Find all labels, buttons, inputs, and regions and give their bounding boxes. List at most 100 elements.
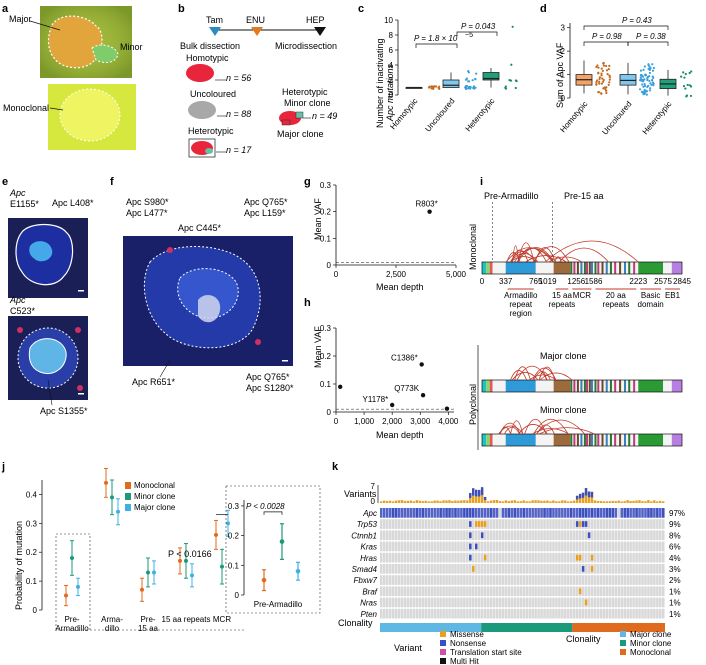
domain-label: 15 aa [552, 291, 573, 300]
hist-bar [501, 501, 505, 503]
mutation-mark [483, 554, 487, 561]
data-point [690, 70, 693, 73]
oncoprint-cell [477, 564, 481, 574]
hist-bar [549, 501, 552, 503]
oncoprint-cell [623, 530, 626, 541]
mutation-mark [469, 543, 472, 550]
oncoprint-cell [584, 608, 588, 619]
repeat-mark [597, 262, 600, 274]
oncoprint-cell [629, 519, 632, 529]
hist-bar-part [584, 487, 588, 496]
oncoprint-cell [638, 564, 641, 574]
oncoprint-cell [564, 608, 567, 619]
oncoprint-cell [561, 608, 564, 619]
clonality-type-label: Major clone [630, 630, 672, 639]
hist-bar [442, 500, 445, 503]
oncoprint-cell [457, 530, 460, 541]
oncoprint-cell [510, 530, 514, 541]
oncoprint-cell [436, 586, 439, 597]
data-point [70, 556, 74, 560]
oncoprint-cell [570, 530, 573, 541]
oncoprint-cell [475, 597, 478, 608]
oncoprint-cell [605, 530, 609, 541]
hist-bar [519, 501, 522, 503]
oncoprint-cell [653, 597, 656, 608]
oncoprint-cell [617, 586, 621, 597]
oncoprint-cell [475, 552, 478, 563]
oncoprint-cell [647, 541, 650, 552]
mutation-mark [418, 508, 422, 518]
mutation-mark [596, 508, 600, 518]
repeat-mark [588, 262, 591, 274]
oncoprint-cell [584, 541, 588, 552]
mutation-arc [532, 428, 569, 435]
oncoprint-cell [394, 586, 398, 597]
oncoprint-cell [647, 586, 650, 597]
oncoprint-cell [644, 564, 647, 574]
oncoprint-cell [662, 575, 665, 585]
oncoprint-cell [549, 519, 552, 529]
oncoprint-cell [430, 552, 433, 563]
oncoprint-cell [599, 608, 603, 619]
panel-f-letter: f [110, 176, 114, 188]
oncoprint-cell [388, 552, 392, 563]
oncoprint-cell [638, 586, 641, 597]
oncoprint-cell [498, 508, 502, 518]
oncoprint-cell [498, 575, 502, 585]
oncoprint-cell [483, 575, 487, 585]
data-point [648, 68, 651, 72]
data-point [595, 81, 598, 84]
variant-type-label: Multi Hit [450, 657, 480, 665]
mutation-mark [543, 508, 546, 518]
oncoprint-cell [483, 597, 487, 608]
oncoprint-cell [561, 575, 564, 585]
oncoprint-cell [543, 575, 546, 585]
oncoprint-cell [400, 597, 404, 608]
repeat-mark [624, 434, 627, 446]
data-point [648, 74, 651, 78]
panel-c-ylabel-1: Number of inactivating [375, 38, 385, 128]
oncoprint-cell [587, 564, 591, 574]
data-point [389, 402, 395, 408]
oncoprint-cell [388, 564, 392, 574]
oncoprint-cell [394, 575, 398, 585]
minor-region [91, 44, 119, 63]
oncoprint-cell [475, 564, 478, 574]
oncoprint-cell [531, 564, 534, 574]
oncoprint-cell [596, 586, 600, 597]
panel-f-l7: Apc Q765* [246, 372, 290, 382]
uncoloured-label: Uncoloured [190, 89, 236, 99]
oncoprint-cell [507, 608, 511, 619]
data-point [648, 71, 652, 75]
data-point [689, 94, 693, 98]
data-point [688, 71, 691, 75]
mutation-arc [545, 240, 639, 263]
oncoprint-cell [463, 519, 466, 529]
oncoprint-cell [534, 597, 537, 608]
oncoprint-cell [516, 564, 520, 574]
position-label: 2845 [673, 277, 691, 286]
oncoprint-cell [475, 530, 478, 541]
oncoprint-cell [472, 519, 475, 529]
oncoprint-cell [480, 608, 484, 619]
inset-data-point [295, 568, 301, 574]
mutation-mark [537, 508, 540, 518]
oncoprint-cell [575, 530, 579, 541]
oncoprint-cell [540, 586, 543, 597]
oncoprint-cell [513, 597, 517, 608]
oncoprint-cell [528, 541, 531, 552]
oncoprint-cell [659, 597, 662, 608]
oncoprint-cell [540, 552, 543, 563]
data-point [643, 65, 646, 68]
panel-j-plot: 00.10.20.30.4Pre-ArmadilloArma-dilloPre-… [26, 467, 321, 633]
oncoprint-cell [460, 586, 463, 597]
hist-bar [647, 500, 650, 503]
oncoprint-cell [415, 552, 419, 563]
mutation-mark [380, 508, 383, 518]
oncoprint-cell [415, 608, 419, 619]
oncoprint-cell [623, 586, 626, 597]
oncoprint-cell [567, 586, 570, 597]
panel-c-letter: c [358, 3, 364, 15]
hist-bar [656, 501, 659, 503]
oncoprint-cell [656, 608, 659, 619]
